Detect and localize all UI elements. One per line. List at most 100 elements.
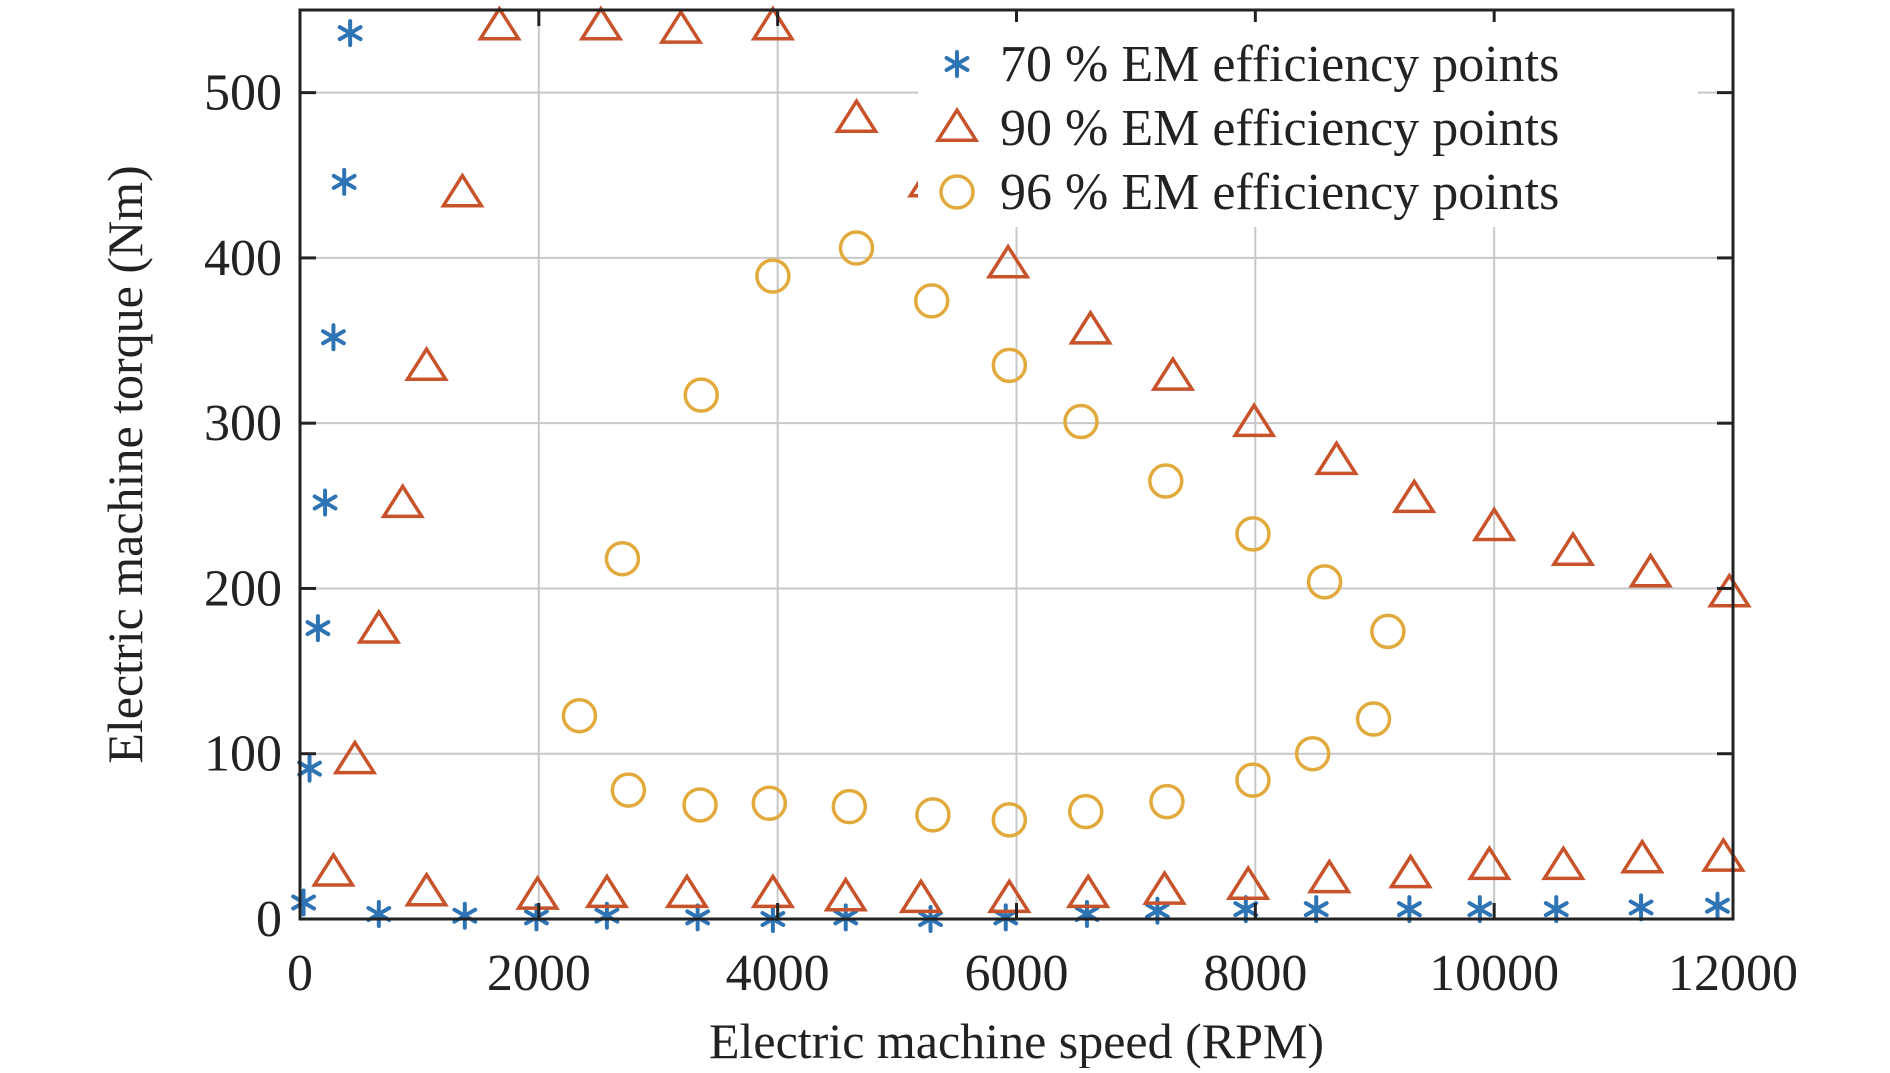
triangle-data-point [1231,402,1277,438]
triangle-data-point [1467,845,1512,881]
triangle-data-point [1065,873,1111,909]
triangle-data-point [578,5,624,41]
circle-data-point [915,797,951,833]
asterisk-stroke [833,909,859,926]
triangle-data-point [750,873,796,909]
asterisk-stroke [1233,901,1259,918]
y-tick-label: 500 [204,65,282,122]
asterisk-data-point [1396,895,1422,924]
asterisk-data-point [337,19,363,48]
x-tick-label: 2000 [487,945,591,1002]
circle-data-point [1235,762,1271,798]
triangle-data-point [898,878,944,914]
asterisk-stroke [1145,902,1170,919]
legend-circle-marker [939,174,975,210]
legend-entry-label: 70 % EM efficiency points [1000,36,1559,93]
asterisk-stroke [1543,901,1569,918]
legend-triangle-marker [934,106,980,142]
asterisk-data-point [993,903,1019,932]
triangle-data-point [1701,836,1746,872]
asterisk-stroke [1303,901,1329,918]
x-tick-label: 12000 [1668,945,1798,1002]
triangle-data-point [311,851,356,887]
circle-data-point [682,787,718,823]
circle-data-point [610,772,647,808]
circle-data-point [1370,613,1406,650]
circle-data-point [755,258,791,294]
asterisk-data-point [1628,893,1654,922]
triangle-data-point [1388,853,1433,889]
circle-data-point [561,697,598,734]
circle-data-point [751,785,788,822]
triangle-data-point [750,5,796,41]
triangle-data-point [834,97,879,134]
y-axis-label: Electric machine torque (Nm) [97,165,153,763]
asterisk-data-point [331,167,357,196]
asterisk-data-point [452,901,478,930]
circle-data-point [1235,516,1271,552]
triangle-data-point [380,483,425,519]
circle-data-point [1148,463,1184,499]
legend-entry-label: 96 % EM efficiency points [1000,164,1559,221]
triangle-data-point [664,873,710,909]
x-tick-label: 10000 [1429,945,1559,1002]
legend-entry-label: 90 % EM efficiency points [1000,100,1559,157]
tick-labels: 0 2000 4000 6000 8000 10000 12000 0 100 200 300 400… [204,65,1798,1002]
legend-asterisk-marker [944,50,970,78]
circle-data-point [683,377,719,413]
triangle-data-point [1150,355,1196,391]
asterisk-data-point [297,754,322,783]
legend-background [918,22,1698,227]
asterisk-stroke [1705,897,1730,914]
triangle-data-point [823,876,868,912]
triangle-data-point [987,878,1032,914]
triangle-data-point [985,243,1031,279]
circle-data-point [913,283,950,319]
asterisk-stroke [312,494,338,511]
x-tick-label: 6000 [965,945,1069,1002]
asterisk-data-point [1705,891,1730,920]
triangle-data-point [658,8,704,44]
circle-data-point [1355,701,1392,737]
asterisk-data-point [1467,895,1493,924]
asterisk-data-point [312,488,338,517]
triangle-data-point [404,871,449,907]
asterisk-data-point [321,323,346,352]
axis-ticks [298,10,1735,921]
asterisk-stroke [993,909,1019,926]
legend: 70 % EM efficiency points 90 % EM efficie… [918,22,1698,227]
asterisk-data-point [1303,895,1329,924]
triangle-data-point [1471,506,1517,542]
y-tick-label: 0 [256,891,282,948]
triangle-data-point [1550,530,1596,567]
asterisk-stroke [331,173,357,190]
triangle-data-point [440,172,485,208]
circle-data-point [1306,564,1343,600]
y-tick-label: 400 [204,230,282,287]
triangle-data-point [1391,478,1437,514]
asterisk-stroke [321,329,346,346]
asterisk-stroke [337,25,363,42]
circle-data-point [604,540,641,577]
x-tick-label: 0 [287,945,313,1002]
triangle-data-point [1707,572,1752,608]
triangle-data-point [1068,309,1113,345]
asterisk-stroke [1467,901,1493,918]
triangle-data-point [332,739,378,775]
asterisk-stroke [944,56,970,72]
asterisk-stroke [524,909,549,926]
circle-data-point [838,230,875,266]
series-2-triangle-points [311,5,1752,914]
y-tick-label: 100 [204,726,282,783]
x-tick-label: 8000 [1203,945,1307,1002]
y-tick-label: 300 [204,395,282,452]
triangle-data-point [1628,552,1673,588]
triangle-data-point [1307,858,1352,894]
asterisk-stroke [1396,901,1422,918]
circle-data-point [1063,403,1099,440]
asterisk-stroke [291,894,316,911]
asterisk-data-point [1543,895,1569,924]
asterisk-data-point [305,614,331,643]
triangle-data-point [1314,440,1359,476]
